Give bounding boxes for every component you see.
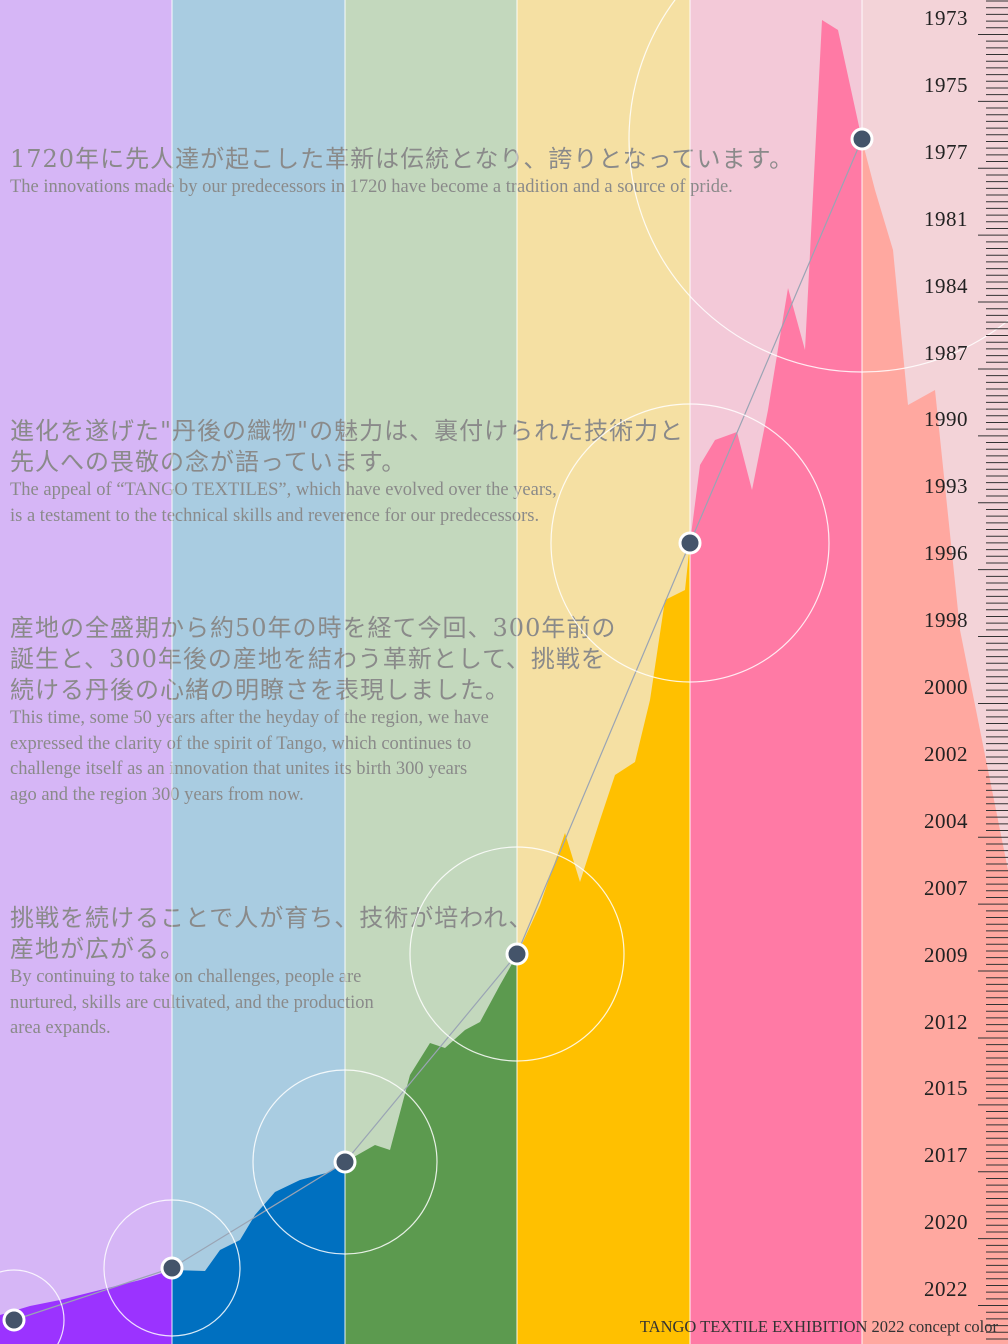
paragraph-jp-line: 進化を遂げた"丹後の織物"の魅力は、裏付けられた技術力と: [10, 417, 685, 445]
paragraph-3: 産地の全盛期から約50年の時を経て今回、300年前の 誕生と、300年後の産地を結…: [10, 613, 616, 808]
year-label: 2000: [924, 675, 968, 699]
area-segment-4: [517, 20, 690, 1344]
year-label: 1998: [924, 608, 968, 633]
paragraph-1: 1720年に先人達が起こした革新は伝統となり、誇りとなっています。 The inn…: [10, 144, 794, 201]
milestone-dot: [678, 531, 702, 555]
paragraph-en-line: ago and the region 300 years from now.: [10, 784, 304, 805]
paragraph-en-line: The innovations made by our predecessors…: [10, 177, 733, 197]
stripe-1: [0, 0, 172, 1344]
paragraph-jp-line: 産地が広がる。: [10, 935, 185, 963]
ruler-ticks: [978, 0, 1008, 1340]
ring-marker: [0, 1269, 65, 1344]
year-label: 2017: [924, 1143, 968, 1168]
ring-marker: [103, 1199, 241, 1337]
year-label: 1975: [924, 72, 968, 97]
area-segment-3: [345, 20, 517, 1344]
paragraph-jp-line: 挑戦を続けることで人が育ち、技術が培われ、: [10, 904, 534, 932]
year-label: 1990: [924, 407, 968, 432]
year-label: 2009: [924, 942, 968, 967]
paragraph-jp-line: 誕生と、300年後の産地を結わう革新として、挑戦を: [10, 645, 606, 673]
year-label: 1996: [924, 541, 968, 566]
paragraph-en-line: This time, some 50 years after the heyda…: [10, 708, 489, 728]
paragraph-jp-line: 産地の全盛期から約50年の時を経て今回、300年前の: [10, 614, 617, 642]
area-segment-1: [0, 20, 172, 1344]
ring-marker: [628, 0, 1008, 373]
year-label: 2022: [924, 1277, 968, 1302]
area-segment-2: [172, 20, 345, 1344]
paragraph-jp-line: 1720年に先人達が起こした革新は伝統となり、誇りとなっています。: [10, 145, 795, 173]
paragraph-jp-line: 続ける丹後の心緒の明瞭さを表現しました。: [10, 676, 510, 704]
paragraph-en-line: By continuing to take on challenges, peo…: [10, 967, 362, 987]
paragraph-en-line: expressed the clarity of the spirit of T…: [10, 733, 472, 754]
year-label: 2004: [924, 808, 968, 833]
milestone-dot: [505, 942, 529, 966]
paragraph-2: 進化を遂げた"丹後の織物"の魅力は、裏付けられた技術力と 先人への畏敬の念が語って…: [10, 416, 684, 529]
paragraph-en-line: is a testament to the technical skills a…: [10, 505, 540, 526]
milestone-dot: [333, 1150, 357, 1174]
year-label: 2002: [924, 741, 968, 766]
milestone-dot: [850, 127, 874, 151]
paragraph-en-line: nurtured, skills are cultivated, and the…: [10, 992, 374, 1013]
year-label: 2015: [924, 1076, 968, 1101]
paragraph-en-line: The appeal of “TANGO TEXTILES”, which ha…: [10, 480, 557, 500]
footer-caption: TANGO TEXTILE EXHIBITION 2022 concept co…: [639, 1317, 998, 1336]
milestone-dot: [160, 1256, 184, 1280]
year-label: 2007: [924, 875, 968, 900]
stripe-2: [172, 0, 345, 1344]
trend-line: [13, 138, 863, 1321]
year-label: 2012: [924, 1009, 968, 1034]
ring-marker: [550, 403, 830, 683]
year-label: 1987: [924, 340, 968, 365]
year-ruler: 1973 1975 1977 1981 1984 1987 1990 1993 1996 1998…: [900, 0, 1008, 1344]
year-label: 2020: [924, 1210, 968, 1235]
year-label: 1977: [924, 139, 968, 164]
paragraph-en-line: area expands.: [10, 1018, 111, 1038]
paragraph-en-line: challenge itself as an innovation that u…: [10, 759, 468, 779]
ring-marker: [409, 846, 625, 1062]
milestone-dot: [2, 1308, 26, 1332]
paragraph-jp-line: 先人への畏敬の念が語っています。: [10, 448, 407, 476]
year-label: 1993: [924, 474, 968, 499]
area-segment-5: [690, 20, 862, 1344]
year-label: 1984: [924, 273, 968, 298]
year-label: 1981: [924, 206, 968, 231]
ring-marker: [252, 1069, 438, 1255]
paragraph-4: 挑戦を続けることで人が育ち、技術が培われ、 産地が広がる。 By continuin…: [10, 903, 533, 1042]
year-label: 1973: [924, 6, 968, 30]
